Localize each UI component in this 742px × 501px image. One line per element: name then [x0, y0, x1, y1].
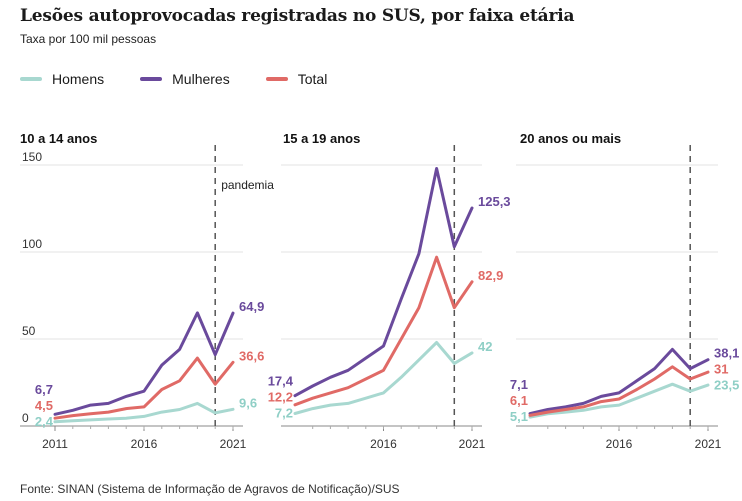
legend-item-mulheres: Mulheres	[140, 71, 230, 87]
x-tick-label-0-1: 2016	[131, 437, 158, 451]
legend-label-homens: Homens	[52, 71, 105, 87]
start-label-mulheres-0: 6,7	[35, 382, 53, 397]
panel-title-0: 10 a 14 anos	[20, 131, 97, 146]
end-label-total-1: 82,9	[478, 268, 503, 283]
legend-swatch-homens	[20, 77, 42, 81]
legend: Homens Mulheres Total	[20, 70, 363, 88]
series-line-total-1	[293, 255, 474, 407]
x-tick-label-2-0: 2016	[606, 437, 633, 451]
x-tick-label-0-2: 2021	[220, 437, 247, 451]
series-line-mulheres-2	[528, 347, 710, 416]
y-tick-label-2: 100	[22, 237, 42, 251]
pandemic-label: pandemia	[221, 178, 274, 192]
x-tick-label-0-0: 2011	[42, 437, 68, 451]
chart-subtitle: Taxa por 100 mil pessoas	[20, 32, 157, 46]
y-tick-label-0: 0	[22, 411, 29, 425]
legend-item-homens: Homens	[20, 71, 104, 87]
end-label-total-2: 31	[714, 362, 728, 377]
x-tick-label-1-0: 2016	[370, 437, 397, 451]
y-tick-label-1: 50	[22, 324, 36, 338]
series-line-homens-1	[293, 341, 474, 415]
legend-label-mulheres: Mulheres	[172, 71, 230, 87]
x-tick-label-1-1: 2021	[459, 437, 486, 451]
source-note: Fonte: SINAN (Sistema de Informação de A…	[20, 482, 400, 496]
y-tick-label-3: 150	[22, 150, 42, 164]
chart-title: Lesões autoprovocadas registradas no SUS…	[20, 6, 575, 26]
end-label-homens-0: 9,6	[239, 395, 257, 410]
end-label-mulheres-2: 38,1	[714, 346, 739, 361]
series-line-total-0	[53, 356, 235, 420]
series-line-mulheres-0	[53, 311, 235, 416]
start-label-homens-1: 7,2	[275, 405, 293, 420]
end-label-mulheres-1: 125,3	[478, 194, 511, 209]
legend-item-total: Total	[265, 71, 328, 87]
start-label-homens-0: 2,4	[35, 414, 54, 429]
series-line-total-2	[528, 365, 710, 417]
series-line-homens-2	[528, 382, 710, 419]
legend-swatch-mulheres	[140, 77, 163, 81]
start-label-homens-2: 5,1	[510, 409, 528, 424]
end-label-mulheres-0: 64,9	[239, 299, 264, 314]
x-tick-label-2-1: 2021	[695, 437, 722, 451]
start-label-mulheres-2: 7,1	[510, 377, 528, 392]
start-label-total-2: 6,1	[510, 393, 528, 408]
end-label-homens-2: 23,5	[714, 378, 739, 393]
series-line-mulheres-1	[293, 167, 474, 398]
end-label-homens-1: 42	[478, 339, 492, 354]
panel-title-2: 20 anos ou mais	[520, 131, 621, 146]
end-label-total-0: 36,6	[239, 348, 264, 363]
panel-title-1: 15 a 19 anos	[283, 131, 360, 146]
legend-swatch-total	[265, 77, 288, 81]
legend-label-total: Total	[297, 71, 328, 87]
start-label-total-1: 12,2	[268, 389, 293, 404]
series-line-homens-0	[53, 401, 235, 424]
start-label-mulheres-1: 17,4	[268, 373, 294, 388]
start-label-total-0: 4,5	[35, 398, 53, 413]
